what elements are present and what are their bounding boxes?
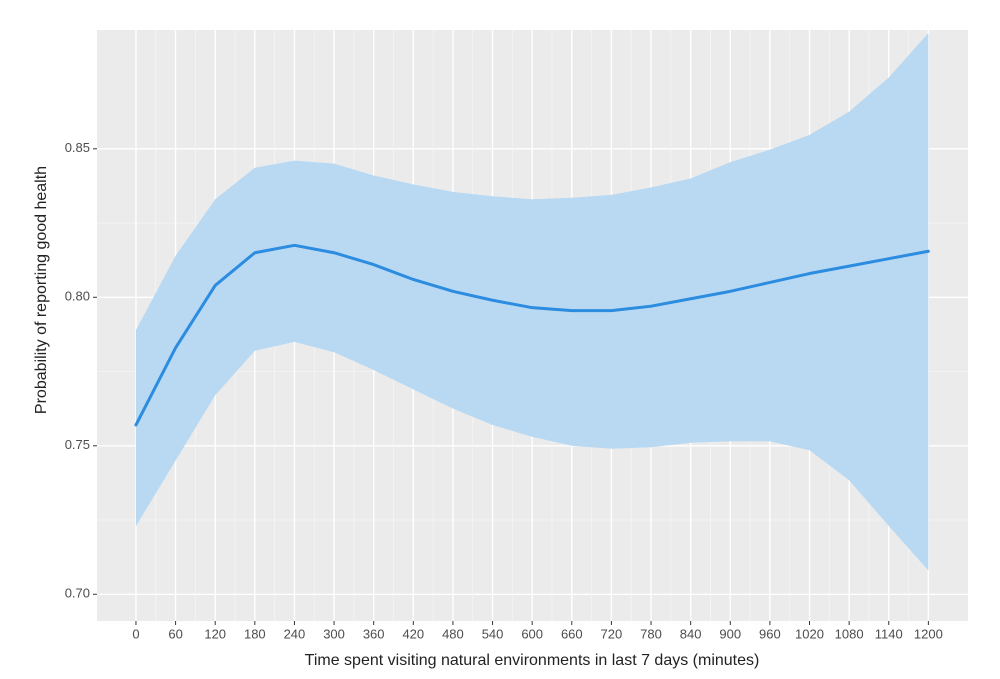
- confidence-band: [135, 32, 929, 571]
- x-tick-label: 240: [284, 626, 306, 641]
- x-tick-label: 1200: [914, 626, 943, 641]
- x-tick-label: 300: [323, 626, 345, 641]
- x-tick-label: 60: [168, 626, 182, 641]
- x-tick-label: 540: [482, 626, 504, 641]
- x-tick-label: 360: [363, 626, 385, 641]
- y-tick-label: 0.70: [65, 586, 90, 601]
- y-tick-label: 0.85: [65, 140, 90, 155]
- y-tick-label: 0.75: [65, 437, 90, 452]
- x-tick-label: 900: [719, 626, 741, 641]
- y-axis-title: Probability of reporting good health: [33, 166, 50, 414]
- axes: 0.70 0.75 0.80 0.85 0 60 120 180 240 300 360 420 480…: [65, 140, 943, 641]
- x-tick-label: 1140: [875, 626, 903, 641]
- x-tick-label: 120: [204, 626, 226, 641]
- x-tick-label: 180: [244, 626, 266, 641]
- x-tick-label: 600: [521, 626, 543, 641]
- y-tick-label: 0.80: [65, 289, 90, 304]
- x-tick-label: 840: [680, 626, 702, 641]
- x-tick-label: 660: [561, 626, 583, 641]
- x-tick-label: 1020: [795, 626, 824, 641]
- x-tick-label: 0: [132, 626, 139, 641]
- x-tick-label: 1080: [835, 626, 864, 641]
- x-axis-title: Time spent visiting natural environments…: [305, 652, 760, 669]
- x-tick-label: 420: [402, 626, 424, 641]
- marks: [134, 32, 930, 571]
- fit-line: [134, 243, 930, 427]
- x-tick-label: 780: [640, 626, 662, 641]
- x-tick-label: 960: [759, 626, 781, 641]
- x-tick-label: 720: [601, 626, 623, 641]
- x-tick-label: 480: [442, 626, 464, 641]
